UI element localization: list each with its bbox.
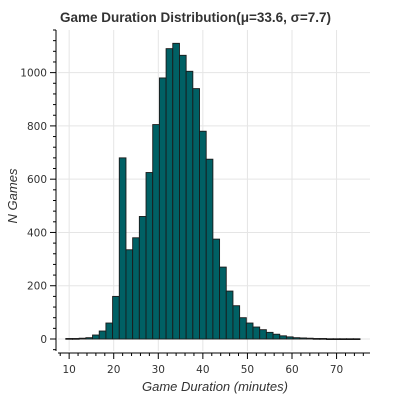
histogram-bar <box>265 331 274 340</box>
y-tick-label: 400 <box>27 227 47 239</box>
histogram-bar <box>339 338 348 340</box>
histogram-bar <box>118 157 127 340</box>
histogram-bar <box>245 322 254 340</box>
histogram-bar <box>185 70 194 340</box>
histogram-bar <box>92 334 100 340</box>
histogram-bar <box>212 238 221 340</box>
histogram-bar <box>332 338 341 340</box>
y-tick-label: 800 <box>27 121 47 133</box>
histogram-bar <box>312 338 321 340</box>
y-tick-label: 0 <box>40 334 47 346</box>
y-axis-label: N Games <box>5 168 20 223</box>
histogram-bar <box>112 295 120 340</box>
histogram-bar <box>65 338 73 340</box>
x-tick-label: 40 <box>196 364 209 376</box>
histogram-bar <box>306 337 314 340</box>
x-tick-label: 70 <box>330 364 343 376</box>
histogram-bar <box>219 266 227 340</box>
histogram-bar <box>138 216 147 340</box>
histogram-bar <box>132 237 140 340</box>
y-tick-label: 600 <box>27 174 47 186</box>
histogram-bar <box>319 338 327 340</box>
histogram-bar <box>259 329 267 340</box>
x-tick-label: 10 <box>62 364 75 376</box>
histogram-bar <box>72 338 80 340</box>
chart-title: Game Duration Distribution(μ=33.6, σ=7.7… <box>60 10 331 25</box>
ticks: 10 20 30 40 50 60 70 0 200 400 600 800 1000 <box>20 29 364 376</box>
histogram-bar <box>326 338 334 340</box>
x-tick-label: 20 <box>107 364 120 376</box>
x-tick-label: 30 <box>152 364 165 376</box>
y-tick-label: 1000 <box>20 68 47 80</box>
histogram-bar <box>272 333 281 340</box>
bars <box>65 42 361 340</box>
histogram-bar <box>85 337 93 340</box>
histogram-bar <box>239 317 247 340</box>
histogram-bar <box>145 172 154 340</box>
histogram-bar <box>352 338 361 340</box>
y-tick-label: 200 <box>27 281 47 293</box>
histogram-bar <box>105 322 114 340</box>
histogram-bar <box>205 158 214 340</box>
histogram-bar <box>225 290 234 340</box>
histogram-bar <box>252 326 261 340</box>
histogram-bar <box>172 42 180 340</box>
histogram-bar <box>152 124 160 340</box>
histogram-bar <box>285 336 294 340</box>
histogram-bar <box>125 249 134 340</box>
histogram-bar <box>279 335 287 340</box>
histogram-bar <box>78 337 87 340</box>
x-tick-label: 60 <box>285 364 298 376</box>
histogram-bar <box>299 337 307 340</box>
histogram-bar <box>165 48 174 340</box>
histogram-bar <box>179 54 187 340</box>
histogram-bar <box>98 330 107 340</box>
histogram-bar <box>292 337 301 340</box>
histogram-bar <box>232 305 241 340</box>
histogram-bar <box>192 88 200 340</box>
grid <box>58 30 370 351</box>
x-tick-label: 50 <box>241 364 254 376</box>
histogram-bar <box>346 338 354 340</box>
histogram-bar <box>158 77 167 340</box>
x-axis-label: Game Duration (minutes) <box>142 379 288 394</box>
histogram-bar <box>199 130 207 340</box>
